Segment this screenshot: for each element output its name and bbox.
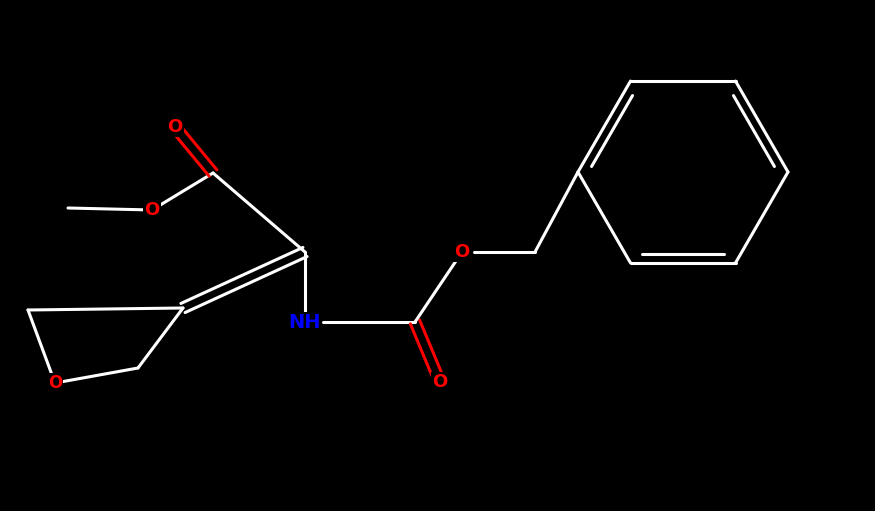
Text: O: O (144, 201, 159, 219)
Text: O: O (167, 118, 183, 136)
Text: NH: NH (289, 313, 321, 332)
Text: O: O (48, 374, 62, 392)
Text: O: O (432, 373, 448, 391)
Text: O: O (454, 243, 470, 261)
